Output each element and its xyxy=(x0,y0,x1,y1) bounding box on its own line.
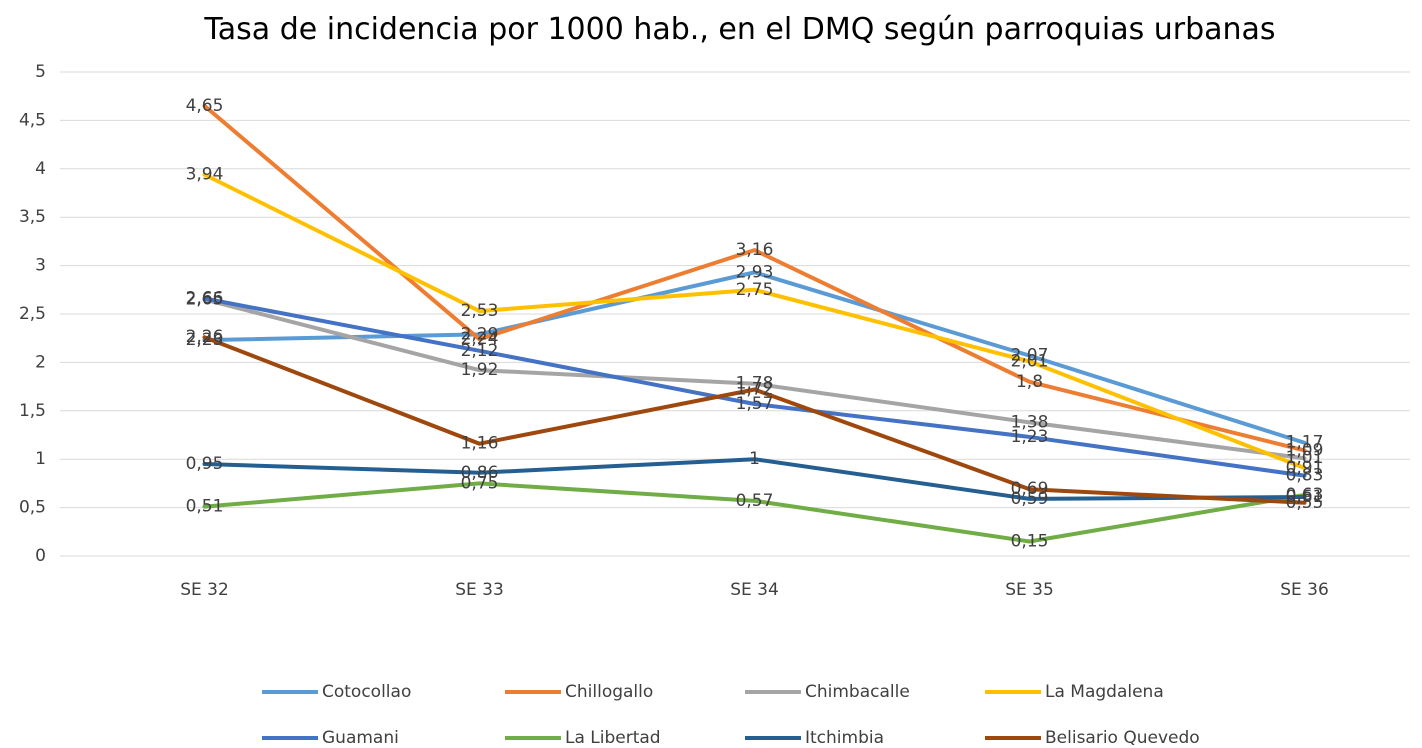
data-label: 2,07 xyxy=(1011,346,1049,366)
series-line xyxy=(202,172,1307,470)
data-label: 2,12 xyxy=(461,341,499,361)
data-label: 4,65 xyxy=(186,96,224,116)
data-label: 0,63 xyxy=(1286,485,1324,505)
chart-title: Tasa de incidencia por 1000 hab., en el … xyxy=(204,12,1276,47)
y-tick-label: 4 xyxy=(35,159,46,179)
data-label: 1,72 xyxy=(736,380,774,400)
y-tick-label: 3,5 xyxy=(19,207,46,227)
data-label: 0,69 xyxy=(1011,479,1049,499)
data-label: 2,53 xyxy=(461,301,499,321)
data-label: 1 xyxy=(749,449,760,469)
data-label: 2,75 xyxy=(736,280,774,300)
data-label: 0,86 xyxy=(461,463,499,483)
data-label: 0,95 xyxy=(186,454,224,474)
series-line xyxy=(202,335,1307,505)
data-label: 0,91 xyxy=(1286,458,1324,478)
y-tick-label: 1 xyxy=(35,449,46,469)
data-label: 0,15 xyxy=(1011,531,1049,551)
data-label: 3,94 xyxy=(186,165,224,185)
series-line xyxy=(202,270,1307,445)
legend-label: Itchimbia xyxy=(805,728,884,748)
series-line xyxy=(202,297,1307,461)
y-tick-label: 3 xyxy=(35,256,46,276)
data-label: 2,65 xyxy=(186,289,224,309)
legend-label: Chimbacalle xyxy=(805,682,910,702)
data-label: 1,57 xyxy=(736,394,774,414)
x-tick-label: SE 35 xyxy=(1005,580,1054,600)
data-label: 1,8 xyxy=(1016,372,1043,392)
series-line xyxy=(202,296,1307,478)
series-line xyxy=(202,457,1307,501)
data-label: 0,51 xyxy=(186,497,224,517)
series-line xyxy=(202,103,1307,453)
data-label: 0,57 xyxy=(736,491,774,511)
data-label: 2,93 xyxy=(736,262,774,282)
y-tick-label: 4,5 xyxy=(19,110,46,130)
y-tick-label: 0,5 xyxy=(19,498,46,518)
data-label: 3,16 xyxy=(736,240,774,260)
legend-label: Belisario Quevedo xyxy=(1045,728,1200,748)
legend-label: Cotocollao xyxy=(322,682,411,702)
data-label: 2,29 xyxy=(461,324,499,344)
data-label: 1,78 xyxy=(736,374,774,394)
data-label: 1,09 xyxy=(1286,440,1324,460)
data-label: 1,92 xyxy=(461,360,499,380)
data-label: 0,75 xyxy=(461,473,499,493)
y-tick-label: 2,5 xyxy=(19,304,46,324)
data-label: 2,24 xyxy=(461,329,499,349)
data-label: 1,16 xyxy=(461,434,499,454)
y-tick-label: 5 xyxy=(35,62,46,82)
data-label: 0,61 xyxy=(1286,487,1324,507)
x-tick-label: SE 33 xyxy=(455,580,504,600)
y-tick-label: 2 xyxy=(35,352,46,372)
data-label: 2,66 xyxy=(186,289,224,309)
data-label: 1,01 xyxy=(1286,448,1324,468)
x-tick-label: SE 36 xyxy=(1280,580,1329,600)
data-label: 1,23 xyxy=(1011,427,1049,447)
y-tick-label: 0 xyxy=(35,546,46,566)
legend-label: Chillogallo xyxy=(565,682,653,702)
data-label: 0,83 xyxy=(1286,466,1324,486)
x-tick-label: SE 32 xyxy=(180,580,229,600)
legend-label: La Libertad xyxy=(565,728,661,748)
data-label: 2,23 xyxy=(186,330,224,350)
x-tick-label: SE 34 xyxy=(730,580,779,600)
data-label: 2,26 xyxy=(186,327,224,347)
data-label: 1,38 xyxy=(1011,412,1049,432)
legend-label: La Magdalena xyxy=(1045,682,1164,702)
y-tick-label: 1,5 xyxy=(19,401,46,421)
data-label: 0,55 xyxy=(1286,493,1324,513)
data-label: 1,17 xyxy=(1286,433,1324,453)
data-label: 2,01 xyxy=(1011,351,1049,371)
data-label: 0,59 xyxy=(1011,489,1049,509)
legend-label: Guamani xyxy=(322,728,399,748)
series-line xyxy=(202,481,1307,544)
